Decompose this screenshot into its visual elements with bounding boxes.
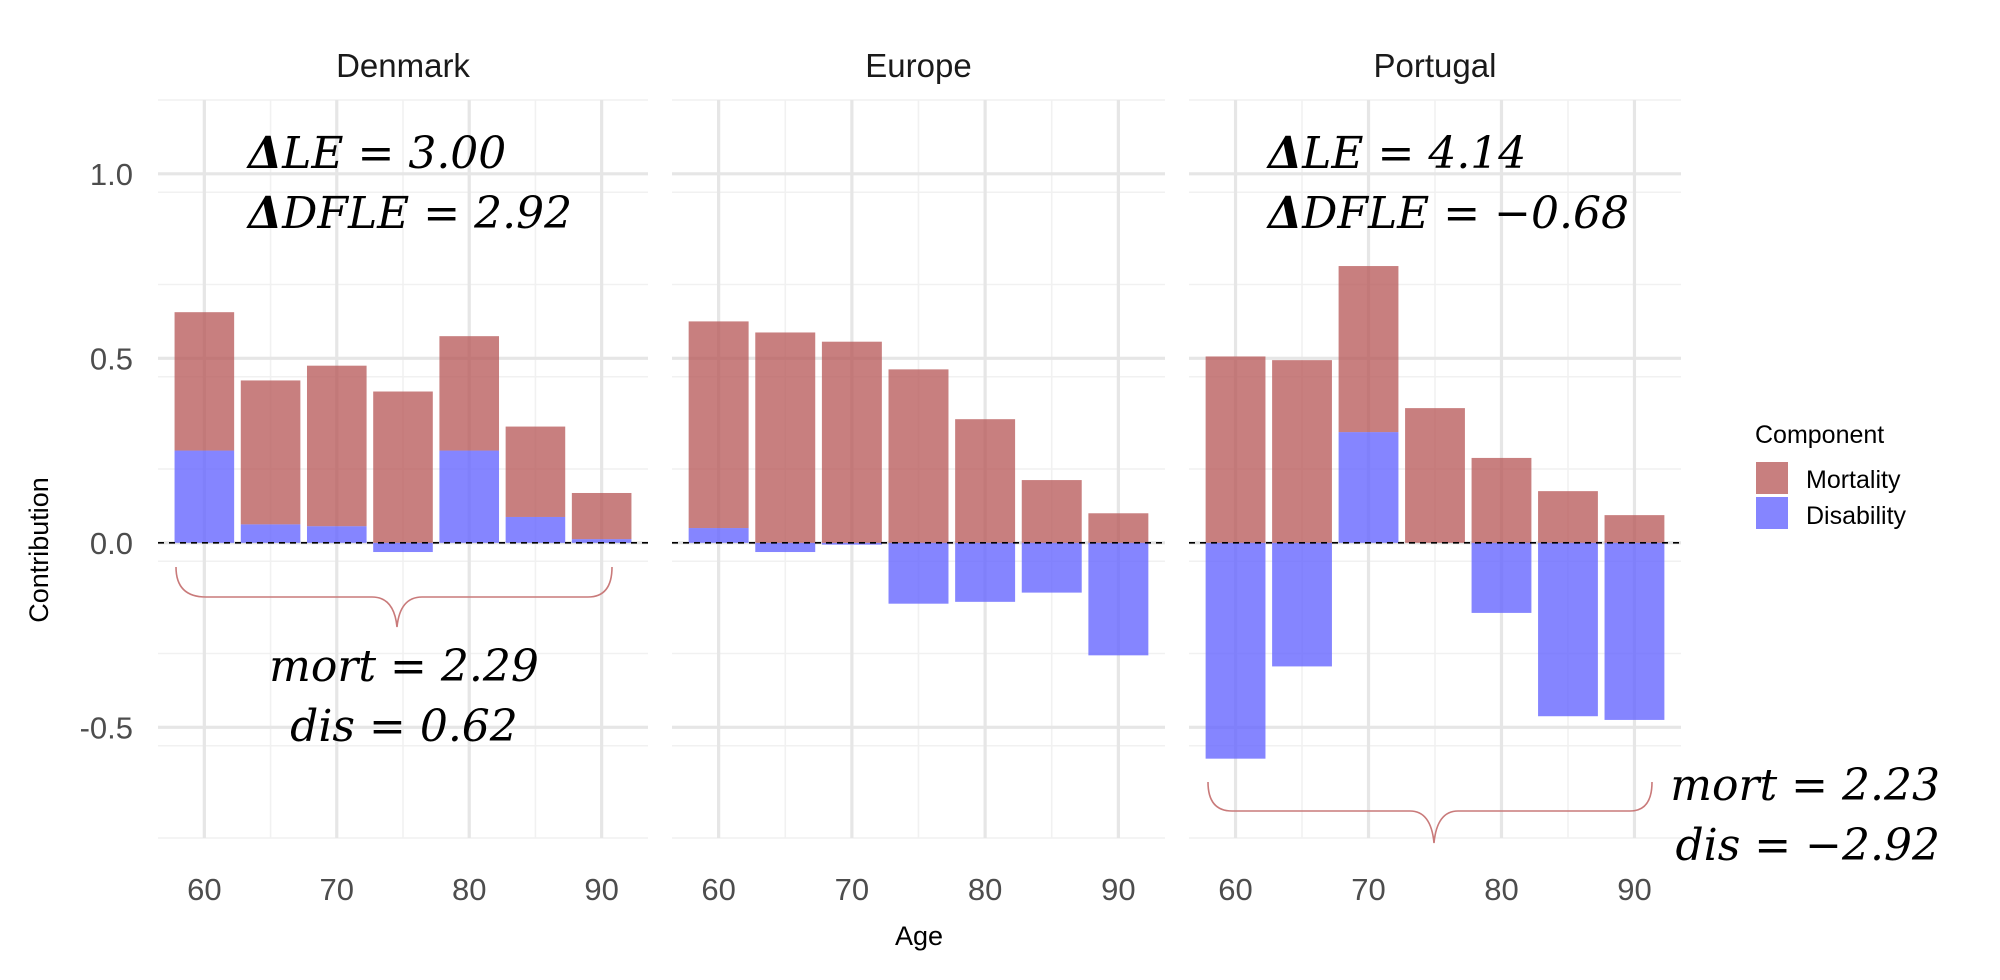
bar-disability bbox=[439, 450, 500, 543]
y-tick-label: 0.0 bbox=[90, 526, 133, 561]
x-tick-label: 90 bbox=[584, 872, 618, 907]
delta-annotation: ΔDFLE = −0.68 bbox=[1266, 188, 1629, 239]
x-tick-label: 60 bbox=[187, 872, 221, 907]
bar-disability bbox=[1205, 542, 1266, 759]
bar-layer bbox=[174, 266, 1665, 759]
bar-mortality bbox=[1338, 266, 1399, 433]
bar-disability bbox=[821, 542, 882, 545]
bar-disability bbox=[174, 450, 235, 543]
y-axis-title: Contribution bbox=[24, 477, 54, 623]
bar-disability bbox=[373, 542, 433, 553]
bar-disability bbox=[571, 539, 632, 543]
bar-disability bbox=[1338, 432, 1399, 543]
bar-disability bbox=[1088, 542, 1149, 656]
y-axis: -0.5 0.0 0.5 1.0 bbox=[80, 157, 133, 745]
x-tick-label: 70 bbox=[320, 872, 354, 907]
bar-disability bbox=[755, 542, 816, 553]
bar-mortality bbox=[888, 369, 949, 543]
x-tick-label: 90 bbox=[1617, 872, 1651, 907]
bar-disability bbox=[240, 524, 301, 543]
facet-titles: Denmark Europe Portugal bbox=[336, 47, 1496, 84]
bar-mortality bbox=[755, 332, 816, 543]
brace-denmark bbox=[175, 566, 613, 628]
facet-title: Denmark bbox=[336, 47, 470, 84]
x-tick-label: 80 bbox=[452, 872, 486, 907]
bar-mortality bbox=[1272, 360, 1332, 543]
bar-mortality bbox=[373, 391, 433, 543]
bar-disability bbox=[888, 542, 949, 604]
bar-mortality bbox=[1405, 408, 1465, 543]
bar-mortality bbox=[955, 419, 1016, 543]
x-axes: 60 70 80 90 60 70 80 90 60 70 80 90 bbox=[187, 872, 1652, 907]
decomposition-annotation: dis = −2.92 bbox=[1676, 820, 1941, 871]
brace-portugal bbox=[1207, 781, 1653, 844]
bar-mortality bbox=[1205, 356, 1266, 543]
legend-title: Component bbox=[1755, 421, 1884, 449]
bar-disability bbox=[1538, 542, 1598, 717]
bar-disability bbox=[306, 526, 367, 543]
legend: Component Mortality Disability bbox=[1755, 421, 1907, 530]
bar-disability bbox=[1604, 542, 1665, 720]
y-tick-label: -0.5 bbox=[80, 710, 133, 745]
bar-disability bbox=[955, 542, 1016, 602]
x-tick-label: 70 bbox=[1351, 872, 1385, 907]
bar-mortality bbox=[505, 426, 566, 517]
bar-mortality bbox=[174, 312, 235, 451]
delta-annotation: ΔDFLE = 2.92 bbox=[246, 188, 572, 239]
bar-disability bbox=[505, 516, 566, 543]
y-tick-label: 1.0 bbox=[90, 157, 133, 192]
bar-mortality bbox=[306, 365, 367, 527]
bar-mortality bbox=[240, 380, 301, 525]
legend-label-disability: Disability bbox=[1806, 502, 1907, 530]
decomposition-annotation: mort = 2.23 bbox=[1670, 760, 1940, 811]
bar-mortality bbox=[1471, 457, 1532, 543]
bar-mortality bbox=[688, 321, 749, 529]
bar-mortality bbox=[1604, 515, 1665, 543]
facet-title: Europe bbox=[865, 47, 971, 84]
decomposition-annotation: mort = 2.29 bbox=[269, 641, 539, 692]
bar-disability bbox=[1272, 542, 1332, 667]
bar-mortality bbox=[1538, 491, 1598, 543]
bar-disability bbox=[688, 528, 749, 543]
bar-mortality bbox=[571, 492, 632, 540]
bar-mortality bbox=[1021, 480, 1082, 543]
legend-swatch-disability bbox=[1756, 497, 1788, 529]
y-tick-label: 0.5 bbox=[90, 341, 133, 376]
x-tick-label: 80 bbox=[968, 872, 1002, 907]
decomposition-annotation: dis = 0.62 bbox=[290, 701, 518, 752]
x-tick-label: 70 bbox=[835, 872, 869, 907]
legend-label-mortality: Mortality bbox=[1806, 466, 1901, 494]
x-tick-label: 60 bbox=[701, 872, 735, 907]
bar-disability bbox=[1021, 542, 1082, 593]
x-tick-label: 60 bbox=[1218, 872, 1252, 907]
bar-mortality bbox=[439, 336, 500, 451]
delta-annotation: ΔLE = 4.14 bbox=[1266, 128, 1526, 179]
bar-disability bbox=[1471, 542, 1532, 613]
bar-mortality bbox=[821, 341, 882, 543]
bar-mortality bbox=[1088, 513, 1149, 543]
legend-swatch-mortality bbox=[1756, 462, 1788, 494]
delta-annotation: ΔLE = 3.00 bbox=[246, 128, 506, 179]
x-axis-title: Age bbox=[895, 921, 943, 951]
x-tick-label: 80 bbox=[1484, 872, 1518, 907]
x-tick-label: 90 bbox=[1101, 872, 1135, 907]
annotations: ΔLE = 3.00 ΔDFLE = 2.92 mort = 2.29 dis = 0… bbox=[175, 128, 1941, 871]
facet-title: Portugal bbox=[1374, 47, 1497, 84]
